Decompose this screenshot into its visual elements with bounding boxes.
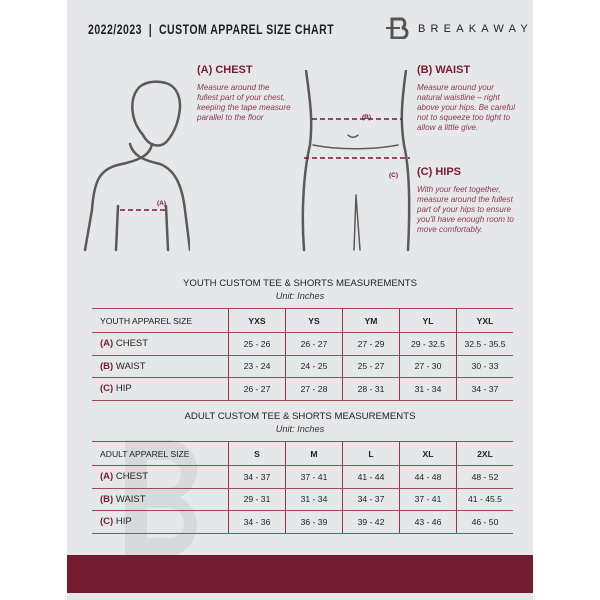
size-header: S [228,441,286,466]
size-header: YL [399,308,457,333]
upper-body-figure [83,80,190,252]
table-row: (C) HIP 26 - 27 27 - 28 28 - 31 31 - 34 … [92,377,513,401]
table-cell: 25 - 27 [342,355,400,378]
table-cell: 37 - 41 [285,465,343,489]
youth-table-unit: Unit: Inches [275,291,325,301]
table-cell: 32.5 - 35.5 [456,332,513,356]
row-label: (A) CHEST [92,332,229,356]
row-label: (B) WAIST [92,355,229,378]
row-letter: (B) [100,493,114,505]
table-cell: 31 - 34 [285,488,343,511]
table-cell: 30 - 33 [456,355,513,378]
table-cell: 26 - 27 [285,332,343,356]
footer-bar [67,555,533,593]
size-header: YS [285,308,343,333]
table-row: (B) WAIST 29 - 31 31 - 34 34 - 37 37 - 4… [92,488,513,511]
table-cell: 34 - 37 [342,488,400,511]
adult-table-unit: Unit: Inches [275,424,325,434]
chest-instructions: Measure around the fullest part of your … [197,83,291,122]
adult-size-table: ADULT APPAREL SIZE S M L XL 2XL (A) CHES… [92,441,513,534]
table-cell: 43 - 46 [399,510,457,534]
brand-name: BREAKAWAY [418,23,533,35]
table-cell: 26 - 27 [228,377,286,401]
hips-instructions: With your feet together, measure around … [417,185,514,234]
hips-marker-label: (C) [389,172,399,179]
table-cell: 25 - 26 [228,332,286,356]
table-cell: 34 - 36 [228,510,286,534]
lower-body-figure [301,70,411,252]
column-header: ADULT APPAREL SIZE [92,441,229,466]
row-label-text: WAIST [115,360,146,372]
row-label: (C) HIP [92,377,229,401]
size-header: YXL [456,308,513,333]
table-cell: 46 - 50 [456,510,513,534]
size-header: XL [399,441,457,466]
row-letter: (A) [100,338,114,350]
row-letter: (A) [100,471,114,483]
table-cell: 41 - 45.5 [456,488,513,511]
table-cell: 44 - 48 [399,465,457,489]
youth-size-table: YOUTH APPAREL SIZE YXS YS YM YL YXL (A) … [92,308,513,401]
table-cell: 29 - 32.5 [399,332,457,356]
row-label-text: WAIST [115,493,146,505]
adult-table-title: ADULT CUSTOM TEE & SHORTS MEASUREMENTS [184,411,416,422]
waist-instructions: Measure around your natural waistline – … [417,83,516,132]
waist-heading: (B) WAIST [417,64,471,76]
table-cell: 23 - 24 [228,355,286,378]
row-label-text: HIP [115,383,132,395]
table-cell: 36 - 39 [285,510,343,534]
table-cell: 37 - 41 [399,488,457,511]
table-row: (A) CHEST 25 - 26 26 - 27 27 - 29 29 - 3… [92,332,513,356]
table-cell: 27 - 29 [342,332,400,356]
row-letter: (B) [100,360,114,372]
size-header: L [342,441,400,466]
table-cell: 34 - 37 [228,465,286,489]
table-cell: 39 - 42 [342,510,400,534]
youth-table-title: YOUTH CUSTOM TEE & SHORTS MEASUREMENTS [182,278,417,289]
table-row: (A) CHEST 34 - 37 37 - 41 41 - 44 44 - 4… [92,465,513,489]
size-header: YM [342,308,400,333]
row-label: (C) HIP [92,510,229,534]
chest-heading: (A) CHEST [197,64,253,76]
row-label-text: HIP [115,516,132,528]
row-label-text: CHEST [115,338,149,350]
chest-marker-label: (A) [157,200,167,207]
size-header: M [285,441,343,466]
table-header-row: YOUTH APPAREL SIZE YXS YS YM YL YXL [92,308,513,333]
table-cell: 34 - 37 [456,377,513,401]
breakaway-logo-icon [386,17,409,39]
size-header: 2XL [456,441,513,466]
table-cell: 27 - 28 [285,377,343,401]
table-cell: 31 - 34 [399,377,457,401]
size-header: YXS [228,308,286,333]
page-title: 2022/2023 | CUSTOM APPAREL SIZE CHART [88,22,335,37]
column-header: YOUTH APPAREL SIZE [92,308,229,333]
table-cell: 41 - 44 [342,465,400,489]
table-cell: 29 - 31 [228,488,286,511]
waist-marker-label: (B) [362,114,372,121]
row-label: (B) WAIST [92,488,229,511]
row-label: (A) CHEST [92,465,229,489]
table-row: (C) HIP 34 - 36 36 - 39 39 - 42 43 - 46 … [92,510,513,534]
hips-heading: (C) HIPS [417,166,461,178]
table-cell: 27 - 30 [399,355,457,378]
row-letter: (C) [100,516,114,528]
table-header-row: ADULT APPAREL SIZE S M L XL 2XL [92,441,513,466]
row-letter: (C) [100,383,114,395]
table-row: (B) WAIST 23 - 24 24 - 25 25 - 27 27 - 3… [92,355,513,378]
table-cell: 48 - 52 [456,465,513,489]
row-label-text: CHEST [115,471,149,483]
table-cell: 24 - 25 [285,355,343,378]
table-cell: 28 - 31 [342,377,400,401]
